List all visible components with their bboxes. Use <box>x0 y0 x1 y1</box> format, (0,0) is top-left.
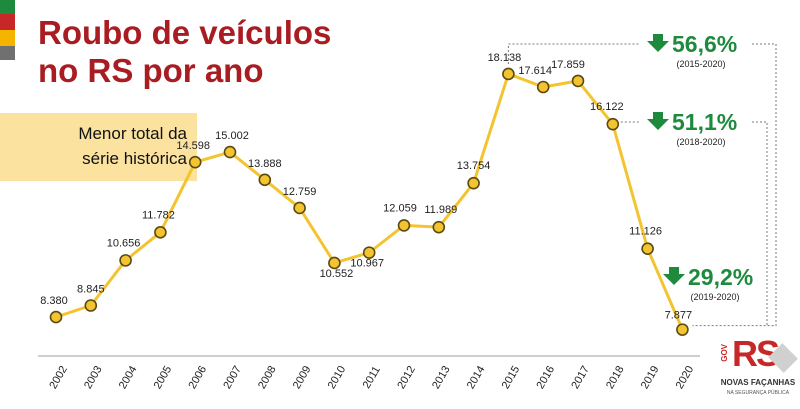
data-point <box>606 117 620 131</box>
data-point <box>84 299 98 312</box>
x-tick-label: 2007 <box>221 364 244 391</box>
down-arrow-icon <box>663 267 685 285</box>
x-tick-label: 2003 <box>82 364 105 391</box>
data-label: 10.656 <box>107 237 141 249</box>
data-label: 11.782 <box>142 209 175 221</box>
x-tick-label: 2016 <box>534 364 557 391</box>
logo-slogan: NOVAS FAÇANHAS <box>720 378 796 387</box>
bracket-2015-2020 <box>507 43 777 327</box>
chart-title: Roubo de veículos no RS por ano <box>38 14 331 90</box>
data-point <box>641 242 654 255</box>
callout-line2: série histórica <box>82 149 187 168</box>
data-point <box>223 145 237 159</box>
data-label: 13.754 <box>457 160 491 172</box>
down-arrow-icon <box>647 34 669 52</box>
data-point <box>536 80 550 94</box>
change-percent-label: 56,6% <box>672 31 737 57</box>
data-point <box>119 254 132 267</box>
data-label: 17.614 <box>518 65 552 77</box>
data-point <box>154 226 167 239</box>
data-point <box>258 173 272 187</box>
data-point <box>188 155 202 169</box>
data-point <box>467 176 480 190</box>
data-point <box>502 67 515 81</box>
change-period-label: (2015-2020) <box>676 59 725 69</box>
x-tick-label: 2014 <box>465 364 488 391</box>
x-tick-label: 2004 <box>117 364 140 391</box>
change-percent-label: 51,1% <box>672 109 737 135</box>
data-label: 8.380 <box>40 295 68 307</box>
logo-subtitle: NA SEGURANÇA PÚBLICA <box>726 390 790 396</box>
x-tick-label: 2010 <box>326 364 349 391</box>
stripe-green <box>0 0 15 14</box>
rs-government-logo: GOV RS NOVAS FAÇANHAS NA SEGURANÇA PÚBLI… <box>718 336 798 406</box>
data-point <box>397 219 411 232</box>
chart-title-line1: Roubo de veículos <box>38 14 332 51</box>
data-label: 11.126 <box>629 226 662 238</box>
x-tick-label: 2018 <box>604 364 627 391</box>
data-label: 16.122 <box>590 101 624 113</box>
data-point <box>432 220 446 234</box>
callout-line1: Menor total da <box>78 124 187 143</box>
data-label: 13.888 <box>248 158 282 170</box>
lowest-total-callout: Menor total da série histórica <box>0 113 197 181</box>
data-point <box>676 323 689 336</box>
x-tick-label: 2011 <box>361 364 383 390</box>
data-label: 10.552 <box>320 268 354 280</box>
x-tick-label: 2013 <box>430 364 453 391</box>
stripe-yellow <box>0 30 15 46</box>
x-tick-label: 2002 <box>47 364 70 391</box>
change-percent-label: 29,2% <box>688 264 753 290</box>
stripe-gray <box>0 46 15 60</box>
data-label: 7.877 <box>665 310 693 322</box>
data-point <box>49 310 63 324</box>
change-period-label: (2019-2020) <box>690 292 739 302</box>
x-tick-label: 2008 <box>256 364 279 391</box>
down-arrow-icon <box>647 112 669 130</box>
data-label: 11.989 <box>424 204 457 216</box>
data-label: 14.598 <box>176 140 210 152</box>
data-point <box>362 246 376 259</box>
x-tick-label: 2005 <box>152 364 175 391</box>
data-point <box>571 74 585 88</box>
x-tick-label: 2009 <box>291 364 314 391</box>
data-label: 12.059 <box>383 202 417 214</box>
series-line <box>55 72 684 331</box>
x-tick-label: 2012 <box>395 364 418 391</box>
data-label: 18.138 <box>488 52 522 64</box>
x-tick-label: 2019 <box>639 364 662 391</box>
data-label: 8.845 <box>77 284 105 296</box>
bracket-2018-2020 <box>620 121 768 326</box>
x-tick-label: 2020 <box>674 364 697 391</box>
data-label: 10.967 <box>350 258 384 270</box>
data-point <box>328 256 341 270</box>
change-period-label: (2018-2020) <box>676 137 725 147</box>
data-point <box>293 201 306 215</box>
x-tick-label: 2015 <box>500 364 523 391</box>
x-tick-label: 2017 <box>569 364 592 391</box>
x-tick-label: 2006 <box>186 364 209 391</box>
chart-title-line2: no RS por ano <box>38 52 264 89</box>
stripe-red <box>0 14 15 30</box>
data-label: 17.859 <box>551 59 585 71</box>
data-label: 15.002 <box>215 130 249 142</box>
logo-gov-text: GOV <box>720 344 729 362</box>
data-label: 12.759 <box>283 186 317 198</box>
